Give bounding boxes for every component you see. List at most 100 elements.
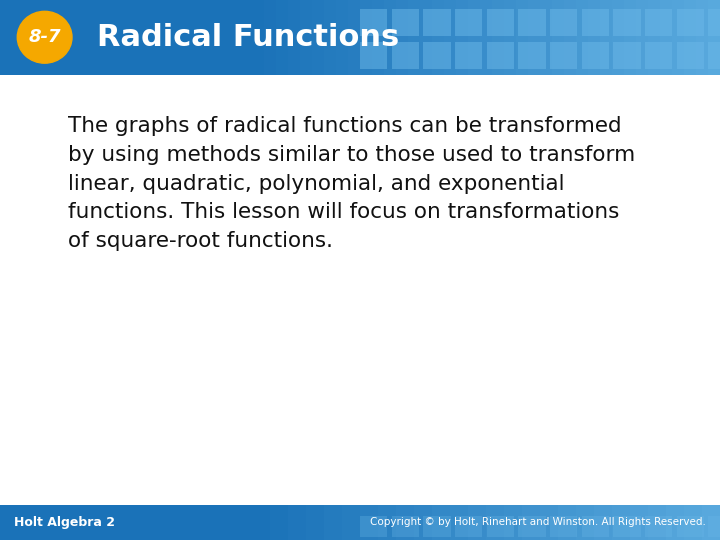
Bar [396, 505, 414, 540]
Bar [360, 9, 387, 36]
Bar [392, 516, 419, 537]
Text: Radical Functions: Radical Functions [97, 23, 400, 52]
Bar [672, 0, 684, 75]
Bar [144, 505, 162, 540]
Bar [264, 0, 276, 75]
Bar [550, 42, 577, 69]
Bar [600, 0, 612, 75]
Bar [432, 505, 450, 540]
Bar [0, 505, 18, 540]
Bar [240, 0, 252, 75]
Bar [645, 42, 672, 69]
Bar [588, 0, 600, 75]
Bar [392, 42, 419, 69]
Bar [702, 505, 720, 540]
Bar [576, 505, 594, 540]
Bar [518, 42, 546, 69]
Bar [18, 505, 36, 540]
Bar [0, 0, 12, 75]
Text: 8-7: 8-7 [28, 28, 61, 46]
Bar [550, 9, 577, 36]
Bar [518, 516, 546, 537]
Bar [192, 0, 204, 75]
Bar [324, 505, 342, 540]
Bar [613, 42, 641, 69]
Bar [72, 0, 84, 75]
Bar [60, 0, 72, 75]
Bar [12, 0, 24, 75]
Bar [576, 0, 588, 75]
Bar [90, 505, 108, 540]
Bar [423, 516, 451, 537]
Bar [522, 505, 540, 540]
Bar [24, 0, 36, 75]
Bar [582, 42, 609, 69]
Bar [645, 9, 672, 36]
Bar [540, 0, 552, 75]
Bar [708, 42, 720, 69]
Bar [660, 0, 672, 75]
Bar [487, 42, 514, 69]
Bar [456, 0, 468, 75]
Bar [516, 0, 528, 75]
Bar [558, 505, 576, 540]
Bar [300, 0, 312, 75]
Bar [252, 0, 264, 75]
Bar [612, 505, 630, 540]
Bar [486, 505, 504, 540]
Bar [624, 0, 636, 75]
Ellipse shape [17, 11, 72, 63]
Bar [487, 516, 514, 537]
Bar [108, 0, 120, 75]
Bar [582, 516, 609, 537]
Bar [432, 0, 444, 75]
Bar [708, 0, 720, 75]
Bar [384, 0, 396, 75]
Bar [645, 516, 672, 537]
Bar [582, 9, 609, 36]
Bar [450, 505, 468, 540]
Bar [180, 505, 198, 540]
Bar [564, 0, 576, 75]
Bar [234, 505, 252, 540]
Bar [132, 0, 144, 75]
Bar [270, 505, 288, 540]
Bar [423, 9, 451, 36]
Bar [492, 0, 504, 75]
Bar [216, 0, 228, 75]
Bar [550, 516, 577, 537]
Bar [396, 0, 408, 75]
Bar [168, 0, 180, 75]
Bar [360, 42, 387, 69]
Bar [684, 0, 696, 75]
Bar [444, 0, 456, 75]
Text: The graphs of radical functions can be transformed
by using methods similar to t: The graphs of radical functions can be t… [68, 116, 636, 251]
Bar [348, 0, 360, 75]
Bar [126, 505, 144, 540]
Bar [648, 0, 660, 75]
Bar [108, 505, 126, 540]
Bar [594, 505, 612, 540]
Bar [677, 9, 704, 36]
Bar [504, 0, 516, 75]
Text: Holt Algebra 2: Holt Algebra 2 [14, 516, 115, 529]
Bar [648, 505, 666, 540]
Bar [48, 0, 60, 75]
Bar [288, 0, 300, 75]
Bar [198, 505, 216, 540]
Bar [144, 0, 156, 75]
Bar [420, 0, 432, 75]
Bar [336, 0, 348, 75]
Bar [288, 505, 306, 540]
Bar [84, 0, 96, 75]
Bar [423, 42, 451, 69]
Bar [96, 0, 108, 75]
Bar [708, 516, 720, 537]
Text: Copyright © by Holt, Rinehart and Winston. All Rights Reserved.: Copyright © by Holt, Rinehart and Winsto… [370, 517, 706, 528]
Bar [324, 0, 336, 75]
Bar [36, 0, 48, 75]
Bar [408, 0, 420, 75]
Bar [414, 505, 432, 540]
Bar [487, 9, 514, 36]
Bar [518, 9, 546, 36]
